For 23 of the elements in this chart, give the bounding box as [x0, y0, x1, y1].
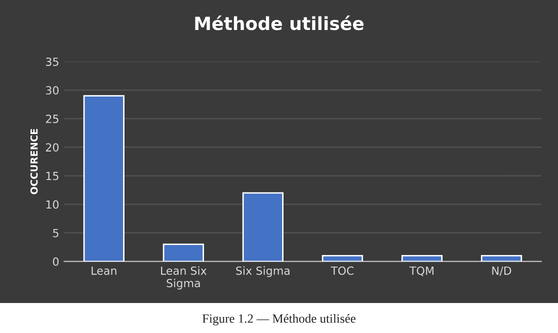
y-tick-label: 5 [53, 228, 58, 238]
bar [83, 95, 124, 262]
x-tick-label: Lean Six Sigma [161, 266, 207, 290]
bar [480, 255, 522, 262]
y-tick-label: 10 [46, 200, 59, 209]
y-tick-label: 20 [46, 143, 59, 152]
chart-title: Méthode utilisée [195, 16, 364, 30]
bar [322, 255, 364, 262]
bar [401, 255, 443, 262]
x-tick-label: N/D [492, 266, 512, 276]
y-tick-label: 30 [46, 86, 59, 95]
caption: Figure 1.2 — Méthode utilisée [202, 314, 356, 326]
y-tick-label: 25 [46, 114, 58, 124]
y-tick-label: 0 [52, 257, 59, 266]
x-tick-label: Lean [92, 266, 116, 275]
x-tick-label: TQM [409, 266, 434, 276]
bar [162, 244, 204, 262]
bar [242, 192, 284, 262]
x-tick-label: TOC [330, 266, 354, 275]
x-tick-label: Six Sigma [236, 266, 290, 278]
y-tick-label: 15 [46, 172, 58, 180]
y-axis-title: OCCURENCE [30, 128, 38, 194]
y-tick-label: 35 [46, 58, 58, 66]
